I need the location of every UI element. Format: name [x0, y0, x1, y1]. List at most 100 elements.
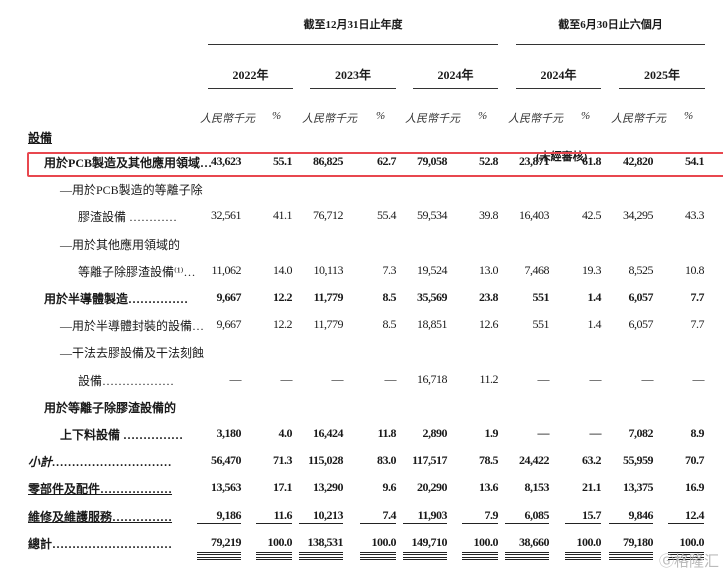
percent-cell: 11.6 [256, 508, 293, 524]
amount-cell: 2,890 [422, 426, 448, 440]
amount-cell: 8,153 [524, 480, 550, 495]
percent-cell: 4.0 [278, 426, 293, 440]
amount-cell: 20,290 [417, 480, 448, 495]
amount-cell: 11,779 [313, 290, 344, 304]
amount-cell: 117,517 [412, 453, 447, 468]
row-label: 膠渣設備 ………… [78, 210, 178, 225]
amount-cell: 551 [532, 317, 550, 332]
divider [619, 88, 705, 89]
amount-cell: 55,959 [623, 453, 654, 468]
amount-cell: 56,470 [211, 453, 242, 468]
amount-cell: 10,113 [313, 262, 343, 277]
percent-cell: 83.0 [377, 453, 397, 468]
unit-percent-label: % [581, 110, 591, 122]
row-label: 小計………………………… [28, 455, 173, 470]
row-label: —用於PCB製造的等離子除 [60, 183, 203, 198]
divider [208, 44, 498, 45]
amount-cell: — [537, 371, 550, 386]
percent-cell: 7.7 [690, 317, 705, 332]
divider [516, 88, 601, 89]
year-header: 2023年 [334, 68, 371, 82]
amount-cell: 9,667 [216, 317, 242, 332]
amount-cell: — [537, 426, 550, 440]
section-title-equipment: 設備 [28, 131, 53, 145]
percent-cell: 54.1 [685, 154, 705, 168]
amount-cell: 7,468 [524, 262, 550, 277]
percent-cell: 70.7 [685, 453, 705, 468]
percent-cell: 21.1 [582, 480, 602, 495]
amount-cell: 16,403 [519, 208, 550, 223]
percent-cell: 11.2 [479, 371, 498, 386]
percent-cell: 52.8 [479, 154, 499, 168]
year-header: 2025年 [643, 68, 680, 82]
unit-amount-label: 人民幣千元 [508, 113, 563, 125]
unit-amount-label: 人民幣千元 [200, 113, 255, 125]
unit-percent-label: % [478, 110, 488, 122]
amount-cell: 38,660 [505, 535, 550, 560]
amount-cell: 13,563 [211, 480, 242, 495]
percent-cell: 13.6 [479, 480, 499, 495]
divider [310, 88, 396, 89]
amount-cell: 11,062 [211, 262, 241, 277]
highlight-box [27, 152, 723, 177]
amount-cell: 86,825 [313, 154, 344, 168]
amount-cell: 24,422 [519, 453, 550, 468]
percent-cell: 55.1 [273, 154, 293, 168]
amount-cell: 11,779 [313, 317, 343, 332]
amount-cell: — [229, 371, 242, 386]
percent-cell: 12.2 [273, 290, 293, 304]
amount-cell: 7,082 [628, 426, 654, 440]
amount-cell: 6,085 [505, 508, 550, 524]
percent-cell: 42.5 [582, 208, 602, 223]
amount-cell: 18,851 [417, 317, 448, 332]
percent-cell: — [384, 371, 397, 386]
unit-percent-label: % [376, 110, 386, 122]
year-header: 2022年 [232, 68, 269, 82]
row-label: 用於PCB製造及其他應用領域… [44, 156, 213, 170]
amount-cell: 79,058 [417, 154, 448, 168]
percent-cell: 55.4 [377, 208, 397, 223]
percent-cell: 8.9 [690, 426, 705, 440]
percent-cell: 1.9 [484, 426, 499, 440]
divider [413, 88, 498, 89]
percent-cell: 15.7 [565, 508, 602, 524]
unaudited-note: (未經審核) [536, 151, 588, 163]
year-header: 2024年 [437, 68, 474, 82]
percent-cell: 7.3 [382, 262, 397, 277]
amount-cell: 115,028 [308, 453, 343, 468]
amount-cell: 3,180 [216, 426, 242, 440]
percent-cell: 100.0 [462, 535, 499, 560]
percent-cell: 12.4 [668, 508, 705, 524]
percent-cell: 12.6 [479, 317, 499, 332]
percent-cell: 1.4 [587, 317, 602, 332]
amount-cell: 138,531 [299, 535, 344, 560]
amount-cell: — [641, 371, 654, 386]
percent-cell: 62.7 [377, 154, 397, 168]
percent-cell: 1.4 [587, 290, 602, 304]
amount-cell: 551 [532, 290, 550, 304]
watermark-logo: Ⓖ格隆汇 [658, 552, 719, 570]
divider [208, 88, 293, 89]
unit-percent-label: % [272, 110, 282, 122]
percent-cell: 10.8 [685, 262, 705, 277]
percent-cell: 9.6 [382, 480, 397, 495]
row-label: 上下料設備 …………… [60, 428, 184, 442]
percent-cell: 7.7 [690, 290, 705, 304]
unit-amount-label: 人民幣千元 [405, 113, 460, 125]
amount-cell: 9,186 [197, 508, 242, 524]
unit-amount-label: 人民幣千元 [302, 113, 357, 125]
percent-cell: 8.5 [382, 317, 397, 332]
amount-cell: 149,710 [403, 535, 448, 560]
percent-cell: 63.2 [582, 453, 602, 468]
amount-cell: 11,903 [403, 508, 448, 524]
percent-cell: 100.0 [565, 535, 602, 560]
amount-cell: 13,290 [313, 480, 344, 495]
percent-cell: 39.8 [479, 208, 499, 223]
percent-cell: 7.4 [360, 508, 397, 524]
percent-cell: 100.0 [360, 535, 397, 560]
percent-cell: — [589, 371, 602, 386]
percent-cell: 71.3 [273, 453, 293, 468]
row-label: 維修及維護服務…………… [28, 509, 173, 524]
amount-cell: 43,623 [211, 154, 242, 168]
percent-cell: 16.9 [685, 480, 705, 495]
